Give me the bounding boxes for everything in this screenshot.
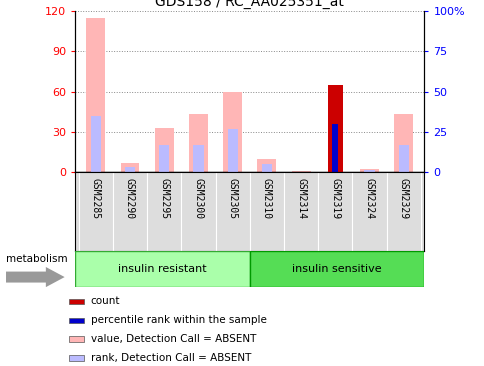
Text: GSM2290: GSM2290 xyxy=(125,178,135,220)
Text: GSM2314: GSM2314 xyxy=(296,178,305,220)
Text: percentile rank within the sample: percentile rank within the sample xyxy=(91,315,266,325)
Text: GSM2324: GSM2324 xyxy=(364,178,374,220)
Text: GSM2310: GSM2310 xyxy=(261,178,272,220)
Bar xyxy=(69,318,83,323)
Bar xyxy=(69,355,83,361)
Text: count: count xyxy=(91,296,120,306)
Bar xyxy=(147,172,181,251)
Bar xyxy=(69,299,83,304)
Bar xyxy=(113,172,147,251)
Text: GSM2305: GSM2305 xyxy=(227,178,237,220)
Bar xyxy=(75,251,249,287)
Bar xyxy=(86,18,105,172)
Bar xyxy=(91,116,101,172)
Bar xyxy=(386,172,420,251)
Bar xyxy=(291,171,310,172)
Text: value, Detection Call = ABSENT: value, Detection Call = ABSENT xyxy=(91,334,256,344)
Bar xyxy=(154,128,173,172)
FancyArrow shape xyxy=(6,267,64,287)
Text: insulin sensitive: insulin sensitive xyxy=(292,264,381,274)
Bar xyxy=(249,172,284,251)
Bar xyxy=(393,114,412,172)
Text: rank, Detection Call = ABSENT: rank, Detection Call = ABSENT xyxy=(91,353,250,363)
Bar xyxy=(121,163,139,172)
Bar xyxy=(159,145,169,172)
Bar xyxy=(193,145,203,172)
Bar xyxy=(181,172,215,251)
Bar xyxy=(284,172,318,251)
Bar xyxy=(363,171,374,172)
Text: GSM2329: GSM2329 xyxy=(398,178,408,220)
Text: GSM2285: GSM2285 xyxy=(91,178,101,220)
Bar xyxy=(332,124,338,172)
Title: GDS158 / RC_AA025351_at: GDS158 / RC_AA025351_at xyxy=(155,0,344,8)
Text: metabolism: metabolism xyxy=(6,254,67,264)
Bar xyxy=(261,164,272,172)
Bar xyxy=(257,158,276,172)
Bar xyxy=(215,172,249,251)
Bar xyxy=(360,169,378,172)
Bar xyxy=(327,85,342,172)
Bar xyxy=(189,114,208,172)
Bar xyxy=(318,172,352,251)
Text: GSM2319: GSM2319 xyxy=(330,178,340,220)
Text: GSM2295: GSM2295 xyxy=(159,178,169,220)
Text: GSM2300: GSM2300 xyxy=(193,178,203,220)
Bar xyxy=(78,172,113,251)
Bar xyxy=(223,92,242,172)
Bar xyxy=(69,336,83,342)
Bar xyxy=(249,251,424,287)
Bar xyxy=(398,145,408,172)
Text: insulin resistant: insulin resistant xyxy=(118,264,206,274)
Bar xyxy=(227,128,237,172)
Bar xyxy=(124,167,135,172)
Bar xyxy=(352,172,386,251)
